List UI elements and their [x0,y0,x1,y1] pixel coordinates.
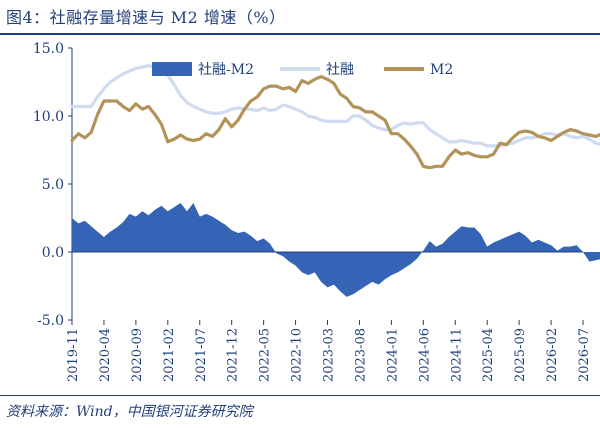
x-tick-label: 2021-02 [162,328,177,382]
y-tick-label: 15.0 [33,41,64,57]
y-tick-label: 5.0 [42,177,64,193]
chart: 15.0 10.0 5.0 0.0 -5.0 2019-11 2020-04 2020-09… [33,41,600,382]
x-tick-label: 2026-07 [577,328,592,382]
legend-swatch [152,62,192,76]
y-tick-label: 0.0 [42,245,64,261]
y-axis: 15.0 10.0 5.0 0.0 -5.0 [33,41,73,329]
x-tick-label: 2025-04 [481,328,496,382]
series-lines [70,64,600,170]
x-tick-label: 2020-09 [130,328,145,382]
legend-item-shrf-m2: 社融-M2 [152,62,254,78]
source-rule [0,395,600,396]
x-tick-label: 2021-07 [194,328,209,382]
title-rule [0,33,600,35]
x-tick-label: 2023-03 [322,328,337,382]
x-tick-label: 2026-02 [545,328,560,382]
legend-label: 社融-M2 [198,62,254,78]
series-area-shrf-m2 [72,203,600,297]
legend-label: M2 [430,62,453,78]
x-tick-label: 2024-01 [385,328,400,382]
legend: 社融-M2 社融 M2 [152,62,453,78]
series-line-m2 [70,74,600,170]
y-tick-label: -5.0 [37,313,64,329]
x-tick-label: 2025-09 [513,328,528,382]
x-tick-label: 2022-10 [290,328,305,382]
x-tick-label: 2024-06 [417,328,432,382]
x-tick-label: 2020-04 [98,328,113,382]
x-tick-label: 2023-08 [353,328,368,382]
x-tick-label: 2024-11 [449,328,464,382]
legend-label: 社融 [326,62,354,78]
x-tick-label: 2019-11 [66,328,81,382]
x-tick-label: 2021-12 [226,328,241,382]
source-note: 资料来源：Wind，中国银河证券研究院 [6,404,253,420]
series-area-shrf-minus-m2 [72,203,600,297]
x-tick-label: 2022-05 [258,328,273,382]
y-tick-label: 10.0 [33,109,64,125]
legend-item-shrf: 社融 [280,62,354,78]
legend-item-m2: M2 [384,62,453,78]
chart-title: 图4：社融存量增速与 M2 增速（%） [6,8,286,27]
x-axis: 2019-11 2020-04 2020-09 2021-02 2021-07 2021-… [66,251,592,382]
